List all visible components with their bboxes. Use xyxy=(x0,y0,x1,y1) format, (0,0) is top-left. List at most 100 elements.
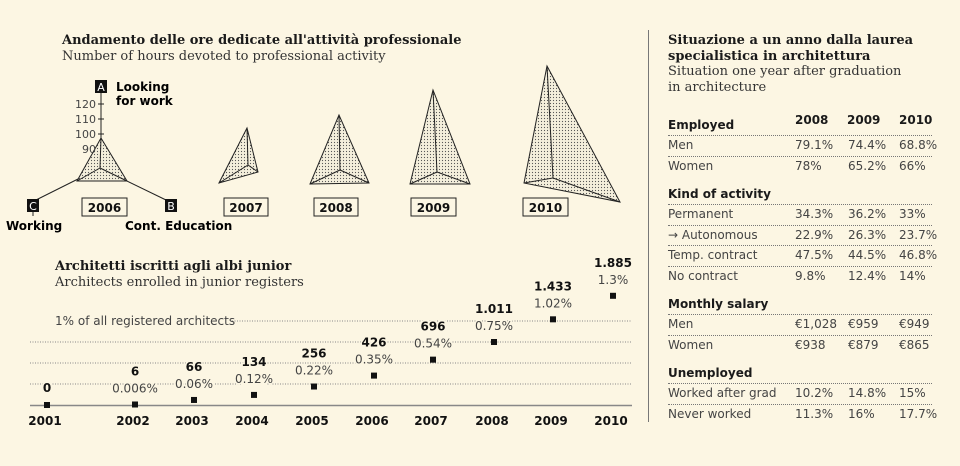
year-label-2007: 2007 xyxy=(229,201,262,215)
cell-value: 23.7% xyxy=(899,227,938,242)
percent-label: 0.54% xyxy=(414,337,452,351)
cell-value: 9.8% xyxy=(795,268,826,283)
percent-label: 1.3% xyxy=(598,273,629,287)
row-label: Women xyxy=(668,337,714,352)
data-point xyxy=(44,402,50,408)
triangle-2008 xyxy=(309,113,370,185)
cell-value: 14.8% xyxy=(848,386,887,400)
percent-label: 0.22% xyxy=(295,364,333,378)
row-label: Permanent xyxy=(668,207,734,221)
axis-a-label-2: for work xyxy=(116,94,174,108)
cell-value: €949 xyxy=(899,317,930,331)
table-year-2009: 2009 xyxy=(847,113,881,127)
cell-value: 46.8% xyxy=(899,248,938,262)
radar-triangles: 120 110 100 90 A C B Looking for work Wo… xyxy=(6,64,621,233)
percent-label: 0.006% xyxy=(112,381,158,395)
table-section-heading: Employed xyxy=(668,118,735,132)
cell-value: 11.3% xyxy=(795,406,834,421)
junior-chart: 1% of all registered architects 0 2001 6 0.0… xyxy=(28,254,633,428)
data-point xyxy=(191,396,197,403)
cell-value: 79.1% xyxy=(795,138,834,152)
cell-value: 12.4% xyxy=(848,268,887,283)
x-tick-label: 2002 xyxy=(116,414,149,428)
cell-value: 15% xyxy=(899,386,926,400)
table-row: Permanent 34.3% 36.2% 33% xyxy=(668,204,932,225)
x-tick-label: 2001 xyxy=(28,414,61,428)
count-label: 1.011 xyxy=(475,302,513,316)
count-label: 6 xyxy=(131,364,139,378)
x-tick-label: 2003 xyxy=(175,414,208,428)
table-subtitle-2: in architecture xyxy=(668,80,767,95)
axis-b-key: B xyxy=(167,200,175,213)
cell-value: 16% xyxy=(848,406,875,421)
cell-value: 26.3% xyxy=(848,227,887,242)
tick-100: 100 xyxy=(75,128,96,141)
table-row: Men 79.1% 74.4% 68.8% xyxy=(668,135,937,156)
percent-label: 0.12% xyxy=(235,372,273,386)
data-point xyxy=(610,292,616,299)
vertical-divider xyxy=(648,30,649,422)
year-label-2008: 2008 xyxy=(319,201,352,215)
percent-label: 0.35% xyxy=(355,353,393,367)
x-tick-label: 2005 xyxy=(295,414,328,428)
reference-line-label: 1% of all registered architects xyxy=(55,314,235,328)
count-label: 256 xyxy=(301,347,326,361)
cell-value: 68.8% xyxy=(899,138,938,152)
cell-value: 44.5% xyxy=(848,248,887,262)
table-row: → Autonomous 22.9% 26.3% 23.7% xyxy=(668,224,937,246)
junior-subtitle: Architects enrolled in junior registers xyxy=(55,275,304,290)
data-point xyxy=(371,372,377,379)
tick-110: 110 xyxy=(75,113,96,126)
axis-b-label: Cont. Education xyxy=(125,219,232,233)
cell-value: 66% xyxy=(899,158,926,173)
percent-label: 1.02% xyxy=(534,296,572,310)
table-row: Never worked 11.3% 16% 17.7% xyxy=(668,403,937,425)
tick-90: 90 xyxy=(82,143,96,156)
x-tick-label: 2007 xyxy=(414,414,447,428)
cell-value: 14% xyxy=(899,268,926,283)
cell-value: 36.2% xyxy=(848,207,887,221)
situation-table: Employed Men 79.1% 74.4% 68.8% Women 78% 65.2% 6… xyxy=(668,115,937,425)
cell-value: 78% xyxy=(795,158,822,173)
count-label: 426 xyxy=(361,336,386,350)
cell-value: €879 xyxy=(848,337,879,352)
cell-value: 17.7% xyxy=(899,406,938,421)
axis-c-key: C xyxy=(29,200,37,213)
triangle-2006 xyxy=(76,137,128,182)
table-year-2008: 2008 xyxy=(795,113,829,127)
row-label: Never worked xyxy=(668,406,752,421)
axis-a-label: Looking xyxy=(116,80,169,94)
data-point xyxy=(132,401,138,408)
count-label: 696 xyxy=(420,320,445,334)
table-section-heading: Kind of activity xyxy=(668,187,771,201)
table-row: Worked after grad 10.2% 14.8% 15% xyxy=(668,383,932,404)
table-row: Women 78% 65.2% 66% xyxy=(668,155,932,177)
cell-value: 34.3% xyxy=(795,207,834,221)
x-tick-label: 2006 xyxy=(355,414,388,428)
table-title-1: Situazione a un anno dalla laurea xyxy=(668,33,914,48)
row-label: Temp. contract xyxy=(668,248,758,262)
count-label: 0 xyxy=(43,381,51,395)
tick-120: 120 xyxy=(75,98,96,111)
x-tick-label: 2008 xyxy=(475,414,508,428)
cell-value: €959 xyxy=(848,317,879,331)
row-label: Worked after grad xyxy=(668,386,777,400)
junior-title: Architetti iscritti agli albi junior xyxy=(55,259,292,274)
table-row: No contract 9.8% 12.4% 14% xyxy=(668,265,932,287)
x-tick-label: 2010 xyxy=(594,414,627,428)
cell-value: €1,028 xyxy=(795,317,837,331)
count-label: 1.885 xyxy=(594,256,632,270)
count-label: 1.433 xyxy=(534,279,572,293)
triangle-2007 xyxy=(218,126,259,184)
cell-value: €938 xyxy=(795,337,826,352)
table-section-heading: Monthly salary xyxy=(668,297,769,311)
data-point xyxy=(550,316,556,323)
triangle-2009 xyxy=(409,88,471,185)
cell-value: 10.2% xyxy=(795,386,834,400)
data-point xyxy=(491,339,497,345)
table-row: Men €1,028 €959 €949 xyxy=(668,314,932,335)
year-label-2010: 2010 xyxy=(529,201,562,215)
table-section-heading: Unemployed xyxy=(668,366,753,380)
cell-value: 74.4% xyxy=(848,138,887,152)
count-label: 134 xyxy=(241,355,266,369)
